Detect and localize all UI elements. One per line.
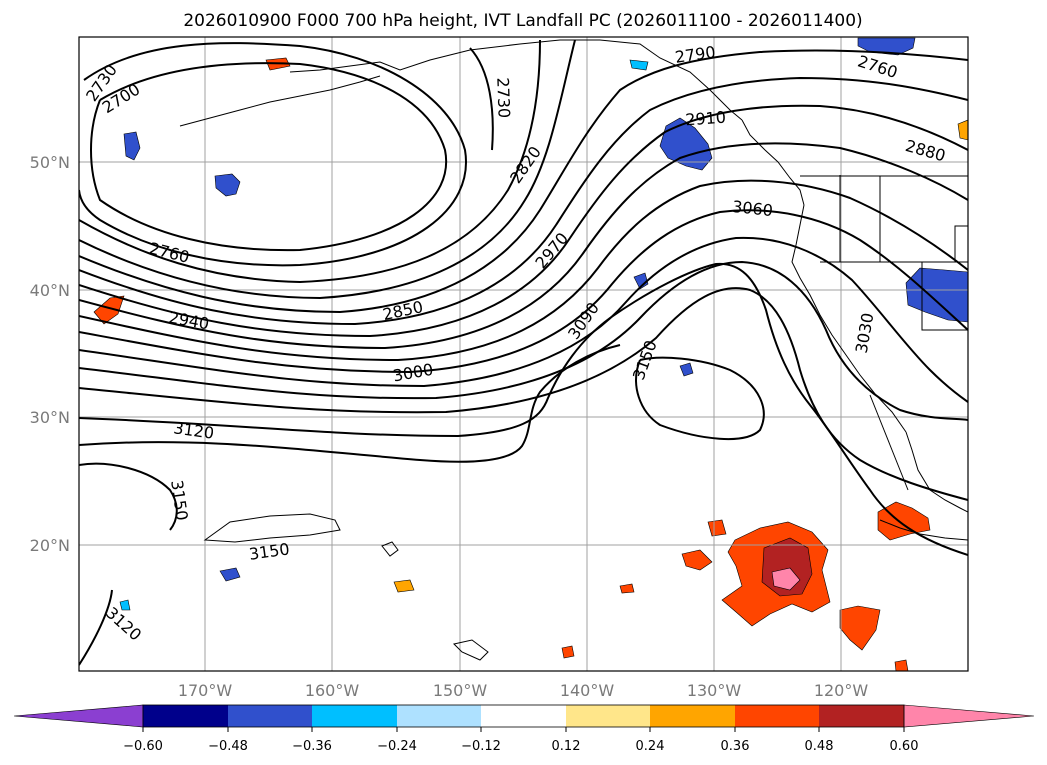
contour-2880: [79, 104, 968, 338]
contour-2760-west: [79, 39, 541, 284]
colorbar-swatch-6: [566, 705, 650, 727]
ivt-negative-patch-bering: [214, 173, 241, 197]
ivt-negative-patch-alaska-coast: [629, 59, 649, 71]
colorbar-swatch-8: [735, 705, 819, 727]
contour-3120: [79, 344, 621, 463]
longitude-labels: 170°W 160°W 150°W 140°W 130°W 120°W: [178, 681, 869, 700]
colorbar: −0.60 −0.48 −0.36 −0.24 −0.12 0.12 0.24 …: [13, 704, 1035, 754]
colorbar-swatch-4: [397, 705, 481, 727]
colorbar-tick-label: −0.24: [377, 739, 417, 754]
colorbar-tick-label: −0.36: [292, 739, 332, 754]
lon-label-130w: 130°W: [687, 681, 742, 700]
contour-2910: [79, 142, 968, 350]
contour-3150-east: [635, 356, 765, 440]
ivt-positive-patch-bc-coast: [957, 119, 968, 141]
contour-label-3060: 3060: [731, 197, 773, 220]
map-frame: [78, 36, 969, 672]
contour-3030: [79, 260, 968, 421]
lat-label-20n: 20°N: [30, 536, 70, 555]
colorbar-swatch-3: [312, 705, 397, 727]
contour-label-2730-b: 2730: [493, 77, 513, 118]
ivt-positive-patch-small-d: [894, 659, 909, 671]
ivt-positive-patch-small-a: [393, 579, 415, 593]
lon-label-120w: 120°W: [814, 681, 869, 700]
lat-label-40n: 40°N: [30, 281, 70, 300]
map-panel: 2730 2700 2730 2790 2760 2910 2880 2820 …: [78, 36, 969, 672]
ivt-positive-patch-south: [839, 605, 881, 651]
colorbar-tick-label: −0.48: [208, 739, 248, 754]
ivt-positive-patch-small-b: [619, 583, 635, 594]
contour-3150-west: [79, 462, 178, 531]
island-hawaii-east: [453, 639, 489, 661]
colorbar-swatch-5: [481, 705, 566, 727]
contour-3060: [79, 287, 968, 501]
colorbar-swatch-1: [143, 705, 228, 727]
contour-2730-b: [469, 47, 494, 151]
ivt-negative-patch-subtropic-b: [679, 362, 694, 377]
colorbar-tick-label: 0.36: [721, 739, 750, 754]
ivt-negative-patch-hawaii-west: [219, 567, 241, 582]
colorbar-frame: [142, 704, 905, 728]
ivt-negative-patch-kamchatka: [119, 599, 131, 611]
contour-2940: [79, 179, 968, 362]
colorbar-extend-high: [903, 704, 1035, 728]
contour-2790: [79, 39, 576, 300]
lon-label-150w: 150°W: [433, 681, 488, 700]
lon-label-160w: 160°W: [305, 681, 360, 700]
border-states-b: [820, 261, 968, 331]
lon-label-140w: 140°W: [560, 681, 615, 700]
colorbar-swatch-7: [650, 705, 735, 727]
contour-3000: [79, 236, 968, 403]
contour-2730-outer: [79, 42, 468, 267]
ivt-negative-patch-aleutian: [123, 131, 141, 161]
contour-2820: [79, 49, 968, 314]
lat-label-50n: 50°N: [30, 153, 70, 172]
colorbar-tick-label: 0.60: [890, 739, 919, 754]
colorbar-tick-label: 0.12: [552, 739, 581, 754]
ivt-positive-patch-baja: [707, 519, 727, 537]
figure-title: 2026010900 F000 700 hPa height, IVT Land…: [183, 11, 862, 31]
ivt-positive-patch-hawaii-east: [681, 549, 713, 571]
colorbar-tick-label: −0.12: [461, 739, 501, 754]
contour-2700-low: [90, 62, 448, 252]
latitude-labels: 50°N 40°N 30°N 20°N: [30, 153, 70, 555]
ivt-negative-patch-subtropic-a: [633, 272, 649, 290]
colorbar-tick-label: 0.24: [636, 739, 665, 754]
map-background: [79, 37, 968, 671]
colorbar-swatch-9: [819, 705, 904, 727]
colorbar-extend-low: [13, 704, 144, 728]
contour-2970: [79, 209, 968, 374]
ivt-positive-patch-core-peak: [771, 567, 801, 591]
coast-baja-peninsula: [869, 394, 909, 491]
colorbar-tick-label: −0.60: [123, 739, 163, 754]
colorbar-tick-labels: −0.60 −0.48 −0.36 −0.24 −0.12 0.12 0.24 …: [123, 739, 918, 754]
border-states-c: [839, 175, 968, 263]
ivt-positive-patch-small-c: [561, 645, 575, 659]
contour-3120-sw: [79, 589, 113, 666]
ivt-positive-patch-mexico: [877, 501, 931, 541]
lat-label-30n: 30°N: [30, 408, 70, 427]
colorbar-tick-label: 0.48: [805, 739, 834, 754]
contour-label-2910: 2910: [685, 108, 727, 130]
island-hawaii-small: [381, 541, 399, 557]
contour-2850: [79, 76, 968, 326]
coast-bc: [741, 119, 805, 206]
coast-aleutians: [179, 75, 381, 127]
island-hawaii-chain: [203, 513, 341, 543]
colorbar-tick-marks: [142, 727, 905, 732]
height-contours: [79, 39, 968, 666]
lon-label-170w: 170°W: [178, 681, 233, 700]
colorbar-swatch-2: [228, 705, 312, 727]
contour-3090: [79, 262, 968, 556]
ivt-negative-patch-north: [857, 37, 916, 56]
